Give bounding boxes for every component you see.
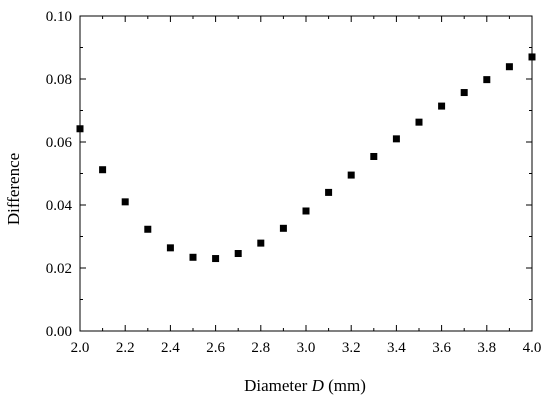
data-point: [370, 152, 378, 160]
x-tick-label: 3.6: [432, 340, 451, 356]
x-tick-label: 2.0: [71, 340, 90, 356]
data-point: [392, 135, 400, 143]
x-tick-label: 3.8: [477, 340, 496, 356]
x-axis-label-prefix: Diameter: [244, 376, 312, 395]
y-tick-label: 0.10: [46, 9, 72, 25]
data-point: [460, 89, 468, 97]
x-tick-label: 2.2: [116, 340, 135, 356]
x-tick-label: 2.8: [251, 340, 270, 356]
data-point: [505, 63, 513, 71]
x-tick-label: 4.0: [523, 340, 542, 356]
data-point: [144, 225, 152, 233]
x-tick-label: 2.4: [161, 340, 180, 356]
data-point: [483, 76, 491, 84]
data-point: [234, 250, 242, 258]
x-tick-label: 3.0: [297, 340, 316, 356]
data-point: [347, 171, 355, 179]
data-point: [166, 244, 174, 252]
x-axis-label: Diameter D (mm): [244, 376, 366, 395]
data-point: [257, 239, 265, 247]
y-tick-label: 0.00: [46, 324, 72, 340]
data-point: [302, 207, 310, 215]
data-point: [99, 166, 107, 174]
data-point: [212, 255, 220, 263]
data-point: [121, 198, 129, 206]
y-tick-label: 0.06: [46, 135, 73, 151]
points-layer: [76, 53, 536, 263]
y-axis-label: Difference: [4, 153, 23, 225]
data-point: [189, 253, 197, 261]
plot-frame: [79, 15, 533, 332]
data-point: [438, 102, 446, 110]
data-point: [325, 188, 333, 196]
x-axis-label-suffix: (mm): [324, 376, 366, 395]
y-tick-label: 0.04: [46, 198, 73, 214]
x-tick-label: 3.4: [387, 340, 406, 356]
y-tick-label: 0.02: [46, 261, 72, 277]
x-tick-label: 3.2: [342, 340, 361, 356]
ticks-layer: 2.0 2.2 2.4 2.6 2.8 3.0 3.2 3.4 3.6 3.8 4.0 0.00 0.0…: [46, 9, 542, 356]
x-axis-label-variable: D: [311, 376, 325, 395]
data-point: [415, 118, 423, 126]
y-tick-label: 0.08: [46, 72, 72, 88]
x-tick-label: 2.6: [206, 340, 225, 356]
data-point: [279, 224, 287, 232]
